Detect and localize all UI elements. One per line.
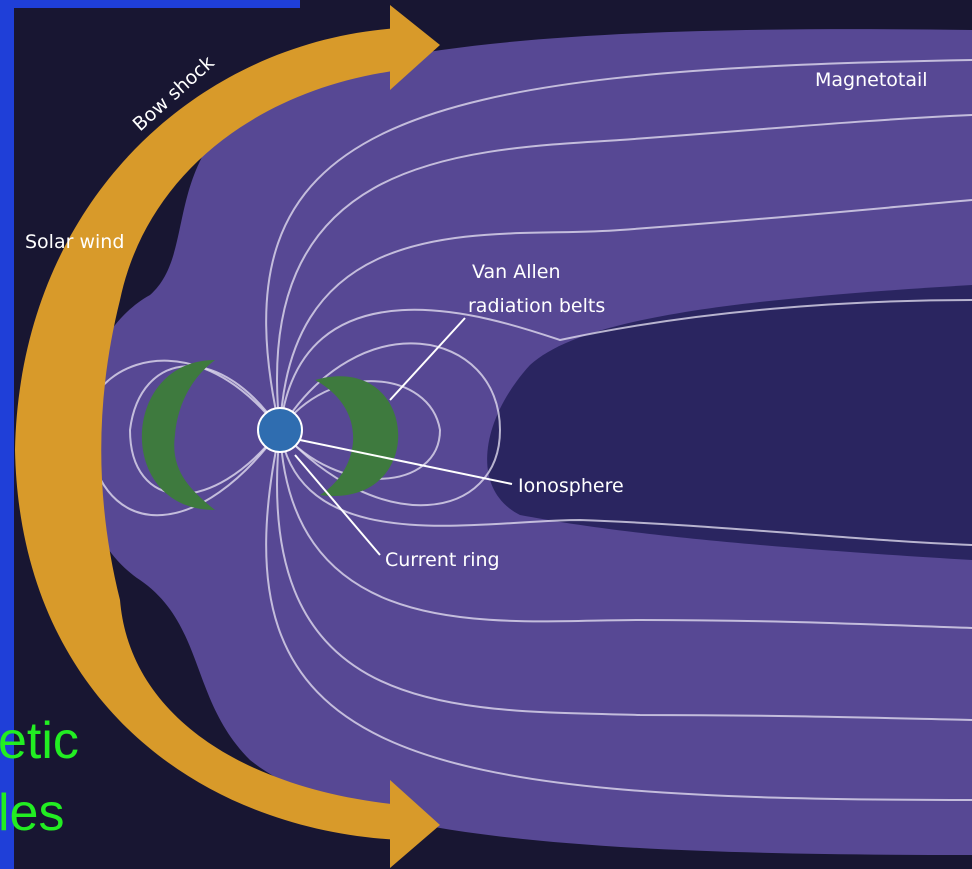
label: Ionosphere xyxy=(518,475,624,497)
pointer xyxy=(389,317,466,401)
label: Van Allen xyxy=(472,261,561,283)
earth xyxy=(257,407,303,453)
slide-text: les xyxy=(0,784,64,842)
slide-text: etic xyxy=(0,712,79,770)
slide-edge xyxy=(0,0,300,8)
label: Solar wind xyxy=(25,231,124,253)
tail-lobe xyxy=(487,285,972,560)
bow-shock-arrow xyxy=(390,780,440,868)
radiation-belt xyxy=(141,360,215,510)
label: Magnetotail xyxy=(815,69,928,91)
label: radiation belts xyxy=(468,295,605,317)
bow-shock-arrow xyxy=(390,5,440,90)
pointer xyxy=(294,454,381,556)
bow-shock xyxy=(15,28,400,840)
pointer xyxy=(299,439,513,485)
radiation-belt xyxy=(315,376,399,496)
label: Current ring xyxy=(385,549,500,571)
